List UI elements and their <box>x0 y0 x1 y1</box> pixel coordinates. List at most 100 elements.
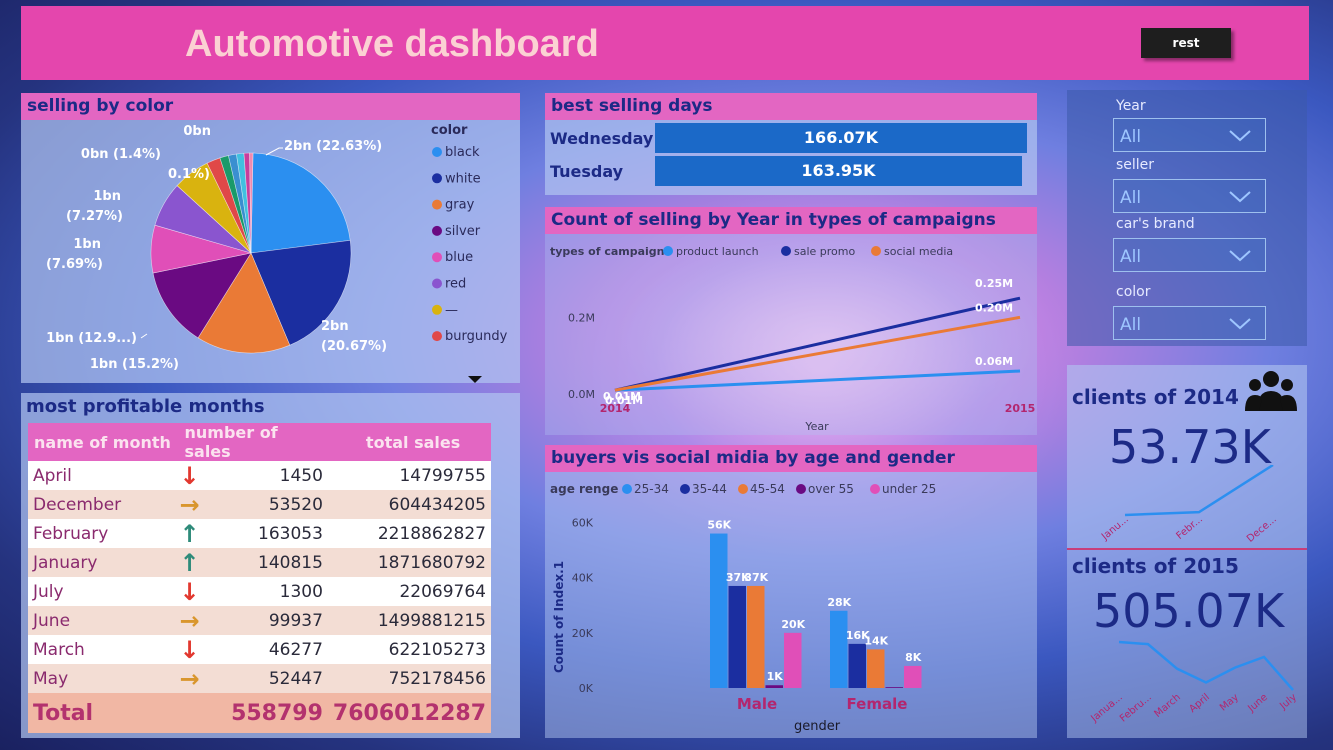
legend-swatch <box>432 331 442 342</box>
total-cell: 22069764 <box>327 577 491 606</box>
legend-item: white <box>445 171 481 186</box>
legend-swatch <box>432 147 442 157</box>
reset-button[interactable]: rest <box>1141 28 1231 58</box>
data-label: 0.01M <box>605 394 643 407</box>
data-label: 37K <box>744 571 768 584</box>
card-value: 53.73K <box>1109 420 1271 474</box>
legend-item: — <box>445 303 458 318</box>
legend-swatch <box>870 484 880 494</box>
table-row[interactable]: May → 52447 752178456 <box>28 664 491 693</box>
table-row[interactable]: June → 99937 1499881215 <box>28 606 491 635</box>
x-tick-label: March <box>1153 692 1183 720</box>
day-bar: 163.95K <box>655 156 1022 186</box>
months-table: name of month number of sales total sale… <box>28 423 491 733</box>
total-cell: 604434205 <box>327 490 491 519</box>
best-day-row[interactable]: Wednesday 166.07K <box>545 123 1035 155</box>
col-header-month[interactable]: name of month <box>28 423 175 461</box>
series-line <box>614 369 1021 392</box>
panel-title: most profitable months <box>26 396 265 417</box>
sales-cell: → 99937 <box>174 606 328 635</box>
sales-cell: → 53520 <box>174 490 328 519</box>
legend-item: over 55 <box>808 482 854 496</box>
card-title: clients of 2014 <box>1072 385 1239 409</box>
slice-label: 1bn (12.9...) <box>46 331 137 346</box>
legend-title: types of campaign <box>550 245 665 258</box>
divider <box>1067 548 1307 550</box>
series-line <box>614 296 1021 392</box>
legend-item: social media <box>884 245 953 258</box>
pie-slice <box>197 252 291 354</box>
profitable-months-panel: most profitable months name of month num… <box>21 393 520 738</box>
slice-label: 0.1%) <box>168 167 210 182</box>
day-bar: 166.07K <box>655 123 1027 153</box>
total-sales: 558799 <box>174 693 328 733</box>
total-cell: 14799755 <box>327 461 491 490</box>
total-cell: 752178456 <box>327 664 491 693</box>
x-tick-label: Dece... <box>1245 514 1279 545</box>
table-row[interactable]: February ↑ 163053 2218862827 <box>28 519 491 548</box>
y-tick-label: 20K <box>572 627 594 640</box>
table-row[interactable]: December → 53520 604434205 <box>28 490 491 519</box>
buyers-panel: buyers vis social midia by age and gende… <box>545 445 1037 738</box>
trend-flat-icon: → <box>179 664 200 693</box>
day-label: Wednesday <box>550 129 654 148</box>
legend-item: red <box>445 277 466 292</box>
sales-value: 1300 <box>279 581 323 602</box>
total-row: Total 558799 7606012287 <box>28 693 491 733</box>
x-tick-label: 2014 <box>600 402 631 415</box>
legend-title: color <box>431 123 468 138</box>
y-tick-label: 40K <box>572 572 594 585</box>
legend-item: silver <box>445 224 481 239</box>
trend-flat-icon: → <box>179 490 200 519</box>
y-tick-label: 0.2M <box>568 311 595 324</box>
data-label: 0.25M <box>975 277 1013 290</box>
table-row[interactable]: July ↓ 1300 22069764 <box>28 577 491 606</box>
campaign-line-chart: types of campaign product launch sale prom… <box>550 245 1035 433</box>
page-title: Automotive dashboard <box>185 23 599 65</box>
trend-up-icon: ↑ <box>179 519 200 548</box>
table-row[interactable]: March ↓ 46277 622105273 <box>28 635 491 664</box>
data-label: 20K <box>781 618 805 631</box>
pie-slice <box>250 239 352 346</box>
slice-label: 1bn (15.2%) <box>90 357 179 372</box>
people-icon <box>1245 371 1297 411</box>
table-row[interactable]: April ↓ 1450 14799755 <box>28 461 491 490</box>
slice-label: 0bn (1.4%) <box>81 147 161 162</box>
slicer-dropdown[interactable]: All <box>1113 306 1266 340</box>
col-header-total[interactable]: total sales <box>327 423 491 461</box>
slicer-value: All <box>1120 188 1142 208</box>
sparkline <box>1124 465 1274 517</box>
slicer-dropdown[interactable]: All <box>1113 238 1266 272</box>
x-tick-label: Febr... <box>1175 514 1205 542</box>
slicer-value: All <box>1120 127 1142 147</box>
data-label: 14K <box>864 634 888 647</box>
data-label: 1K <box>767 670 784 683</box>
selling-by-color-panel: selling by color 2bn (22.63%) 2bn (20.67%)… <box>21 93 520 383</box>
sales-cell: ↑ 140815 <box>174 548 328 577</box>
bar <box>830 610 848 688</box>
slicer-dropdown[interactable]: All <box>1113 179 1266 213</box>
sales-cell: ↓ 1300 <box>174 577 328 606</box>
col-header-sales[interactable]: number of sales <box>174 423 328 461</box>
chevron-down-icon <box>1229 250 1251 262</box>
month-cell: July <box>28 577 175 606</box>
sales-value: 140815 <box>258 552 323 573</box>
slicer-dropdown[interactable]: All <box>1113 118 1266 152</box>
total-cell: 622105273 <box>327 635 491 664</box>
legend-swatch <box>680 484 690 494</box>
table-row[interactable]: January ↑ 140815 1871680792 <box>28 548 491 577</box>
slice-label: 2bn <box>321 319 349 334</box>
legend-item: 45-54 <box>750 482 785 496</box>
sales-value: 1450 <box>279 465 323 486</box>
panel-title: Count of selling by Year in types of cam… <box>545 207 1037 234</box>
legend-item: 25-34 <box>634 482 669 496</box>
legend-swatch <box>738 484 748 494</box>
sparkline-2014: Janu... Febr... Dece... <box>1099 465 1279 545</box>
best-day-row[interactable]: Tuesday 163.95K <box>545 156 1035 188</box>
slicer-value: All <box>1120 315 1142 335</box>
pie-slice <box>249 152 254 254</box>
legend-swatch <box>796 484 806 494</box>
legend-item: 35-44 <box>692 482 727 496</box>
clients-2014-card: clients of 2014 53.73K Janu... Febr... Dec… <box>1067 365 1307 550</box>
slice-label: (7.27%) <box>66 209 123 224</box>
